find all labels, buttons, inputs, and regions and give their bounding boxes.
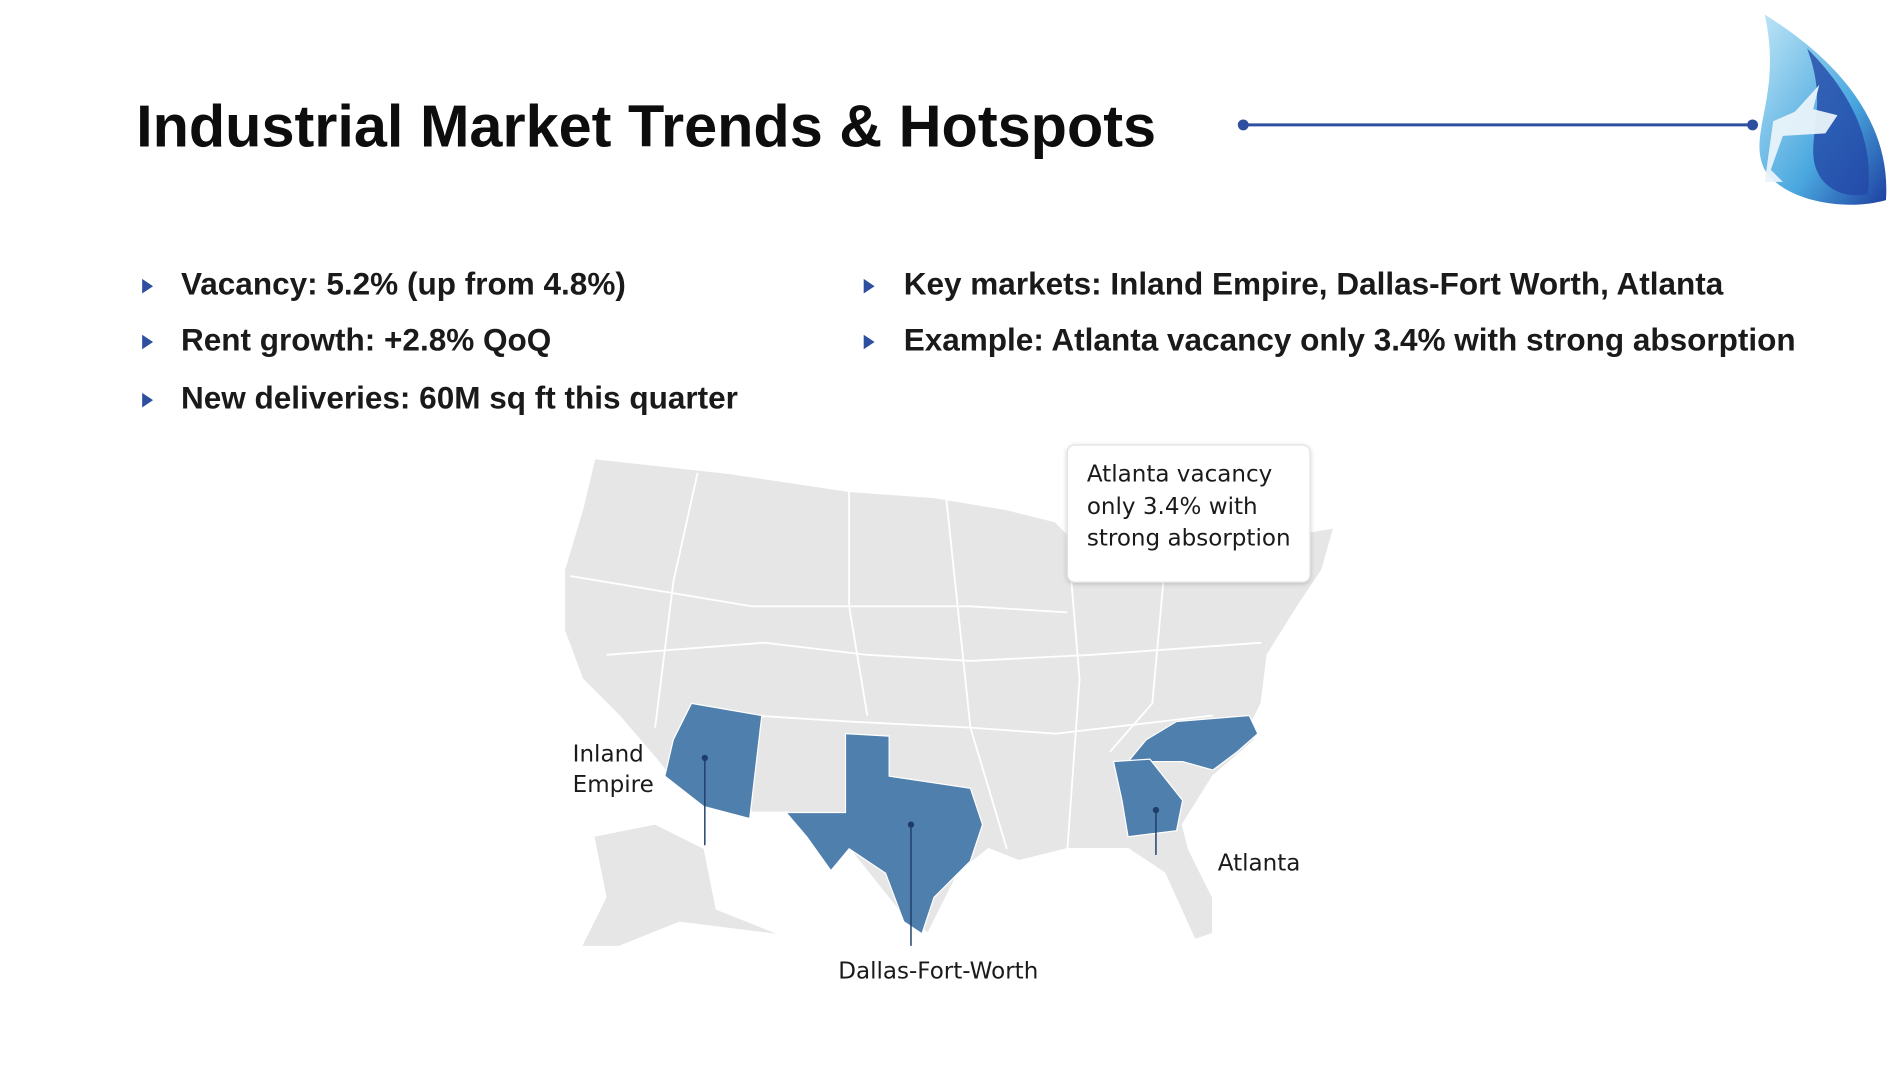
alaska: [582, 824, 777, 946]
bullet-marker: [142, 278, 154, 294]
bullet-marker: [863, 334, 875, 350]
map-label: Inland Empire: [572, 740, 654, 798]
leader-dot: [1152, 806, 1160, 814]
callout-wrap: Atlanta vacancy only 3.4% with strong ab…: [1086, 460, 1291, 552]
bullet-text: Example: Atlanta vacancy only 3.4% with …: [904, 321, 1796, 357]
callout-text: Atlanta vacancy only 3.4% with strong ab…: [1086, 460, 1291, 552]
map: Atlanta vacancy only 3.4% with strong ab…: [563, 444, 1336, 985]
callout-box: [1066, 444, 1311, 583]
bullet-marker: [142, 392, 154, 408]
slide-title: Industrial Market Trends & Hotspots: [136, 93, 1156, 160]
rule-dot: [1237, 119, 1249, 131]
bullet-marker: [863, 278, 875, 294]
map-label: Atlanta: [1218, 851, 1301, 877]
leader-dot: [701, 754, 708, 762]
bullet-text: Rent growth: +2.8% QoQ: [181, 321, 551, 357]
label-wrap: Inland Empire: [572, 740, 654, 798]
leader-dot: [907, 821, 915, 828]
arizona: [664, 702, 763, 820]
state-lines: [570, 472, 1262, 850]
rule-dot: [1747, 119, 1759, 131]
bullet-text: Vacancy: 5.2% (up from 4.8%): [181, 266, 626, 302]
bullet-text: Key markets: Inland Empire, Dallas-Fort …: [904, 266, 1724, 302]
bullet-text: New deliveries: 60M sq ft this quarter: [181, 380, 738, 416]
map-label: Dallas-Fort-Worth: [838, 959, 1038, 985]
texas: [784, 733, 984, 935]
georgia: [1112, 758, 1184, 838]
bullet-marker: [142, 334, 154, 350]
logo: [1759, 14, 1887, 205]
